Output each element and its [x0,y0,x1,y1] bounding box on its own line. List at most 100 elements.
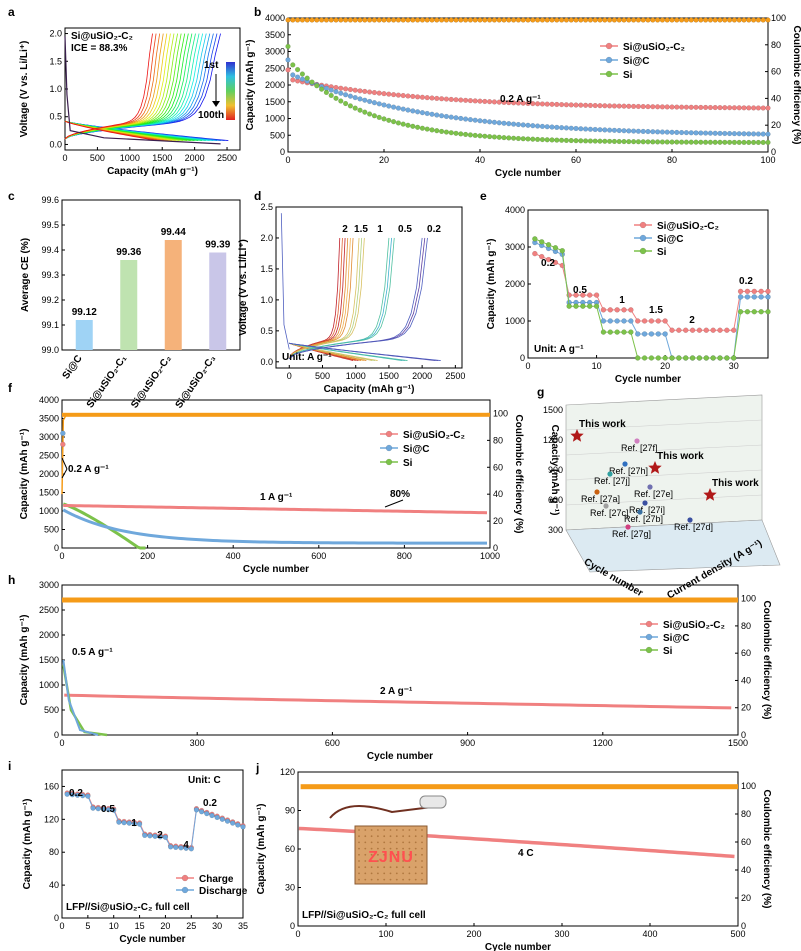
j-y2-tick-label: 20 [741,893,751,903]
b-point [621,103,627,109]
j-y2-axis-title: Coulombic efficiency (%) [761,790,772,909]
e-point [744,309,751,315]
c-bar-value-label: 99.12 [72,307,97,318]
panel-label-c: c [8,189,15,203]
j-pcb-hole [358,841,360,844]
j-pcb-hole [364,829,367,831]
b-ce-point [487,17,493,23]
b-point [693,139,699,145]
f-y-axis-title: Capacity (mAh g⁻¹) [19,429,30,520]
e-point [628,318,634,324]
b-point [592,102,598,109]
b-ce-point [678,17,685,23]
b-point [698,139,704,145]
e-point [552,245,559,251]
b-point [391,92,397,98]
j-y2-tick-label: 60 [741,837,751,847]
b-ce-point [491,17,498,23]
b-point [597,138,603,144]
i-point [80,793,86,799]
f-series-1-legend-marker [385,444,393,452]
b-point [525,122,531,128]
b-ce-point [726,17,733,23]
j-pcb-hole [377,835,379,838]
b-point [285,67,291,73]
b-point [755,131,762,137]
b-point [755,105,762,111]
i-point [126,820,132,826]
i-point [224,818,231,824]
b-point [367,111,373,117]
h-series-si [62,664,108,737]
f-axes-frame [61,399,491,549]
b-point [683,104,690,110]
b-point [487,99,493,105]
e-point [587,292,593,298]
b-point [319,86,325,92]
e-point [607,307,613,313]
e-x-tick-label: 30 [729,361,739,371]
g-point [634,438,640,444]
j-ce-band [300,784,738,790]
j-pcb-hole [370,829,373,831]
h-ce-band [62,597,738,603]
e-x-tick-label: 20 [660,361,670,371]
g-point [625,524,631,530]
e-series-2-legend-label: Si [657,247,667,258]
b-point [448,130,454,136]
e-point [696,355,703,361]
b-point [621,128,627,134]
f-ce-initial [61,414,67,495]
j-pcb-hole [358,860,360,862]
b-point [371,100,378,106]
b-point [582,126,589,132]
b-y2-tick-label: 0 [771,147,776,157]
b-point [592,138,598,144]
j-pcb-hole [377,860,379,862]
b-point [295,74,301,80]
b-point [506,100,512,106]
b-point [534,101,541,107]
b-point [558,137,565,143]
g-y-tick-label: 600 [548,495,563,505]
e-point [751,294,757,300]
b-ce-point [371,17,378,23]
b-ce-point [722,17,728,23]
e-point [641,331,648,337]
b-point [678,129,685,136]
g-point-label: This work [712,478,759,489]
j-inset-photo: ZJNU [329,795,447,885]
i-point [240,824,246,830]
b-point [338,85,344,91]
h-series-2-legend-marker [645,646,653,654]
f-x-axis-title: Cycle number [243,564,309,575]
b-point [539,123,546,130]
j-pcb-hole [414,872,417,875]
j-pcb-hole [364,872,367,875]
b-point [606,103,613,109]
d-unit-label: Unit: A g⁻¹ [282,352,332,363]
j-pcb-hole [358,829,360,831]
e-point [635,318,641,324]
b-point [328,92,334,99]
b-point [439,96,445,102]
b-point [343,86,349,92]
j-pcb-hole [414,835,417,838]
f-y2-tick-label: 80 [493,435,503,445]
b-ce-point [381,17,387,23]
b-point [520,136,526,142]
e-point [552,259,559,266]
panel-label-a: a [8,5,15,19]
panel-label-d: d [254,189,261,203]
g-grid-line [565,419,763,431]
panel-label-e: e [480,189,487,203]
g-point [607,471,613,477]
b-point [736,105,742,111]
b-series-1-legend-label: Si@C [623,56,649,67]
a-x-axis-title: Capacity (mAh g⁻¹) [107,166,198,177]
e-point [662,331,668,337]
b-ce-point [626,17,632,23]
b-point [467,132,474,138]
b-point [520,100,526,106]
j-pcb-hole [402,829,404,831]
